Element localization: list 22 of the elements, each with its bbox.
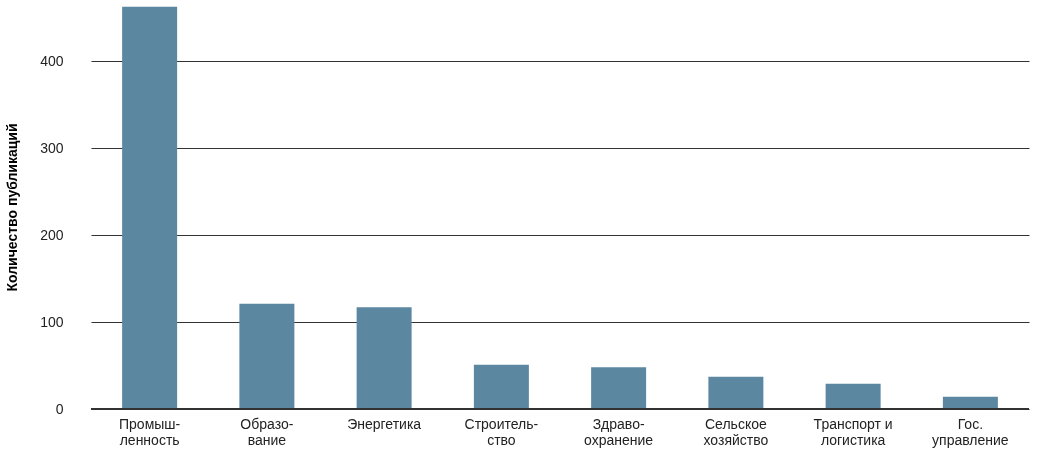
y-tick-label: 400 — [40, 52, 64, 69]
x-tick-label: Строитель- ство — [464, 415, 539, 448]
bar — [122, 6, 178, 409]
bar — [825, 383, 881, 409]
y-tick-label: 200 — [40, 226, 64, 243]
x-tick-label: Промыш- ленность — [119, 415, 181, 448]
bar — [591, 367, 647, 409]
bar — [356, 307, 412, 409]
bar — [708, 376, 764, 409]
x-tick-label: Сельское хозяйство — [703, 415, 769, 448]
y-tick-label: 100 — [40, 313, 64, 330]
x-tick-label: Здраво- охранение — [584, 415, 654, 448]
x-tick-label: Транспорт и логистика — [813, 415, 893, 448]
x-tick-label: Гос. управление — [932, 415, 1009, 448]
x-tick-label: Образо- вание — [240, 415, 294, 448]
y-tick-label: 300 — [40, 139, 64, 156]
bar — [473, 364, 529, 409]
bar — [239, 303, 295, 409]
x-tick-label: Энергетика — [347, 415, 422, 432]
bar — [942, 396, 998, 409]
y-tick-label: 0 — [55, 400, 64, 417]
y-axis-title: Количество публикаций — [4, 123, 21, 292]
